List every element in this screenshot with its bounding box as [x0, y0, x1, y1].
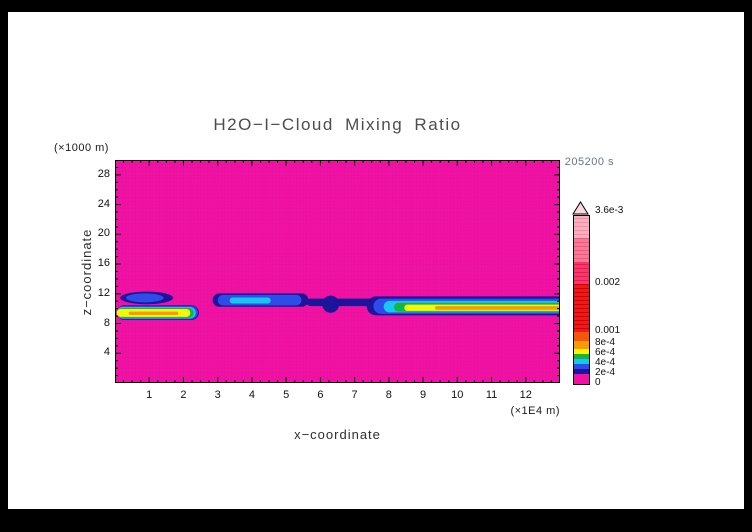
x-tick-label: 10	[451, 389, 464, 401]
colorbar	[573, 215, 590, 385]
x-tick-label: 9	[420, 389, 427, 401]
colorbar-label: 0	[595, 377, 601, 388]
right-band-orange	[435, 306, 560, 310]
colorbar-segment-green	[574, 354, 589, 359]
thin-band-blob	[322, 295, 340, 313]
colorbar-segment-cyan	[574, 359, 589, 364]
cloud-features	[116, 291, 560, 320]
colorbar-segment-magenta	[574, 374, 589, 384]
y-tick-label: 8	[103, 316, 110, 329]
colorbar-peak-shape	[572, 201, 589, 215]
colorbar-segment-pink_mid	[574, 238, 589, 262]
heatmap-plot	[115, 160, 560, 383]
colorbar-segment-red	[574, 284, 589, 332]
x-tick-label: 12	[519, 389, 532, 401]
y-axis-unit-label: (×1000 m)	[54, 142, 109, 154]
y-tick-label: 12	[97, 286, 110, 299]
x-tick-label: 11	[485, 389, 498, 401]
y-tick-label: 24	[97, 197, 110, 210]
colorbar-label: 6e-4	[595, 347, 616, 358]
x-tick-label: 4	[248, 389, 255, 401]
left-upper-patch-inner	[125, 293, 164, 303]
x-tick-label: 3	[214, 389, 221, 401]
colorbar-segment-orange_red	[574, 332, 589, 341]
colorbar-segment-yellow	[574, 349, 589, 354]
plot-grid	[115, 160, 560, 383]
colorbar-label: 8e-4	[595, 337, 616, 348]
colorbar-segment-blue	[574, 364, 589, 369]
plot-canvas: H2O−I−Cloud Mixing Ratio (×1000 m) 20520…	[8, 12, 744, 509]
y-tick-label: 28	[97, 167, 110, 180]
left-band-orange	[128, 311, 179, 315]
timestamp-label: 205200 s	[564, 156, 614, 168]
x-tick-label: 5	[283, 389, 290, 401]
x-tick-label: 2	[180, 389, 187, 401]
colorbar-label: 3.6e-3	[595, 205, 624, 216]
plot-frame	[115, 160, 560, 383]
x-axis-title: x−coordinate	[294, 427, 381, 442]
y-tick-label: 4	[103, 346, 110, 359]
colorbar-peak-triangle	[572, 201, 589, 215]
colorbar-segment-pink_deep	[574, 262, 589, 284]
x-tick-label: 7	[351, 389, 358, 401]
mid-lens-cyan	[229, 297, 271, 304]
colorbar-segment-pink_light	[574, 216, 589, 238]
x-tick-label: 6	[317, 389, 324, 401]
colorbar-label: 0.001	[595, 325, 621, 336]
y-tick-label: 16	[97, 257, 110, 270]
x-tick-label: 8	[385, 389, 392, 401]
colorbar-label: 4e-4	[595, 357, 616, 368]
x-tick-label: 1	[146, 389, 153, 401]
chart-title: H2O−I−Cloud Mixing Ratio	[213, 115, 462, 134]
colorbar-label: 2e-4	[595, 367, 616, 378]
colorbar-label: 0.002	[595, 277, 621, 288]
y-tick-label: 20	[97, 227, 110, 240]
colorbar-segment-navy	[574, 369, 589, 374]
x-axis-unit-label: (×1E4 m)	[510, 405, 560, 417]
colorbar-segment-orange	[574, 341, 589, 349]
